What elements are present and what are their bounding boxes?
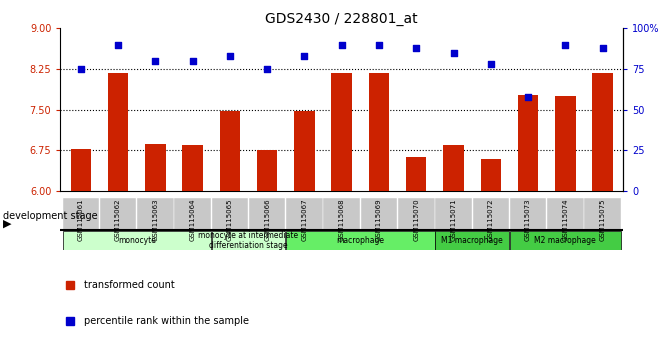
Text: GSM115064: GSM115064 — [190, 199, 196, 241]
Bar — [510, 231, 621, 250]
Bar — [286, 198, 323, 230]
Text: GSM115069: GSM115069 — [376, 199, 382, 241]
Bar — [137, 198, 174, 230]
Point — [374, 42, 385, 47]
Text: monocyte at intermediate
differentiation stage: monocyte at intermediate differentiation… — [198, 230, 299, 250]
Text: GSM115062: GSM115062 — [115, 199, 121, 241]
Bar — [444, 145, 464, 191]
Bar — [472, 198, 509, 230]
Bar — [108, 73, 129, 191]
Point — [150, 58, 161, 64]
Text: M1 macrophage: M1 macrophage — [442, 236, 503, 245]
Text: GSM115070: GSM115070 — [413, 199, 419, 241]
Bar — [324, 198, 360, 230]
Bar — [100, 198, 136, 230]
Text: GSM115063: GSM115063 — [152, 199, 158, 241]
Bar — [406, 157, 427, 191]
Bar — [584, 198, 621, 230]
Bar — [436, 198, 472, 230]
Text: GSM115075: GSM115075 — [600, 199, 606, 241]
Bar — [436, 231, 509, 250]
Point — [597, 45, 608, 51]
Bar — [480, 159, 501, 191]
Bar — [62, 198, 99, 230]
Bar — [592, 73, 613, 191]
Point — [560, 42, 571, 47]
Point — [187, 58, 198, 64]
Bar — [249, 198, 285, 230]
Bar — [62, 231, 211, 250]
Bar — [145, 144, 165, 191]
Bar — [257, 150, 277, 191]
Point — [411, 45, 421, 51]
Point — [224, 53, 235, 59]
Bar — [547, 198, 584, 230]
Text: macrophage: macrophage — [336, 236, 385, 245]
Bar — [510, 198, 546, 230]
Bar — [212, 198, 248, 230]
Text: transformed count: transformed count — [84, 280, 174, 290]
Point — [76, 66, 86, 72]
Text: GSM115065: GSM115065 — [227, 199, 233, 241]
Text: GSM115061: GSM115061 — [78, 199, 84, 241]
Bar — [332, 73, 352, 191]
Point — [262, 66, 273, 72]
Text: GSM115072: GSM115072 — [488, 199, 494, 241]
Text: GSM115066: GSM115066 — [264, 199, 270, 241]
Text: GSM115067: GSM115067 — [302, 199, 308, 241]
Bar — [70, 149, 91, 191]
Text: development stage: development stage — [3, 211, 98, 221]
Bar — [294, 112, 315, 191]
Text: GSM115074: GSM115074 — [562, 199, 568, 241]
Title: GDS2430 / 228801_at: GDS2430 / 228801_at — [265, 12, 418, 26]
Bar — [212, 231, 285, 250]
Text: M2 macrophage: M2 macrophage — [535, 236, 596, 245]
Point — [486, 61, 496, 67]
Text: GSM115073: GSM115073 — [525, 199, 531, 241]
Bar — [555, 96, 576, 191]
Point — [113, 42, 123, 47]
Point — [299, 53, 310, 59]
Point — [448, 50, 459, 56]
Bar — [518, 95, 538, 191]
Bar — [286, 231, 435, 250]
Bar — [360, 198, 397, 230]
Point — [336, 42, 347, 47]
Text: GSM115068: GSM115068 — [339, 199, 344, 241]
Bar — [369, 73, 389, 191]
Point — [523, 94, 533, 99]
Bar — [398, 198, 435, 230]
Text: monocyte: monocyte — [118, 236, 155, 245]
Bar — [174, 198, 211, 230]
Text: percentile rank within the sample: percentile rank within the sample — [84, 315, 249, 326]
Bar — [182, 145, 203, 191]
Bar — [220, 111, 240, 191]
Text: ▶: ▶ — [3, 219, 12, 229]
Text: GSM115071: GSM115071 — [450, 199, 456, 241]
